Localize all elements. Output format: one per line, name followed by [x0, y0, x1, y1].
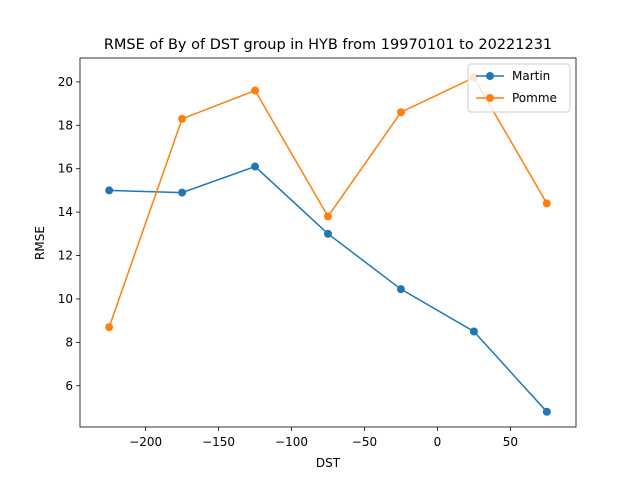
data-point-martin [542, 407, 551, 416]
legend-marker-martin [486, 72, 494, 80]
data-point-pomme [251, 86, 260, 95]
y-tick-label: 20 [58, 75, 73, 89]
data-point-pomme [178, 114, 187, 123]
data-point-martin [105, 186, 114, 195]
data-point-pomme [105, 323, 114, 332]
y-tick-label: 10 [58, 292, 73, 306]
data-point-pomme [396, 108, 405, 117]
data-point-martin [469, 327, 478, 336]
y-tick-label: 12 [58, 249, 73, 263]
y-tick-label: 6 [65, 379, 73, 393]
x-axis-label: DST [316, 456, 341, 470]
data-point-martin [324, 229, 332, 238]
y-tick-label: 14 [58, 205, 73, 219]
data-point-martin [396, 285, 405, 294]
x-tick-label: −150 [202, 435, 235, 449]
legend: Martin Pomme [467, 63, 571, 113]
x-tick-label: 50 [503, 435, 518, 449]
data-point-pomme [542, 199, 551, 208]
y-tick-label: 8 [65, 335, 73, 349]
data-point-martin [251, 162, 260, 171]
chart-title: RMSE of By of DST group in HYB from 1997… [104, 37, 552, 53]
y-axis-label: RMSE [33, 226, 47, 260]
legend-marker-pomme [486, 94, 494, 102]
y-tick-label: 16 [58, 162, 73, 176]
axes-frame [79, 57, 577, 428]
x-tick-label: −50 [352, 435, 377, 449]
data-point-pomme [324, 212, 332, 221]
legend-label-pomme: Pomme [512, 91, 557, 105]
x-tick-label: 0 [434, 435, 442, 449]
data-point-martin [178, 188, 187, 197]
y-tick-label: 18 [58, 118, 73, 132]
x-tick-label: −100 [275, 435, 308, 449]
x-tick-label: −200 [129, 435, 162, 449]
legend-label-martin: Martin [512, 69, 550, 83]
